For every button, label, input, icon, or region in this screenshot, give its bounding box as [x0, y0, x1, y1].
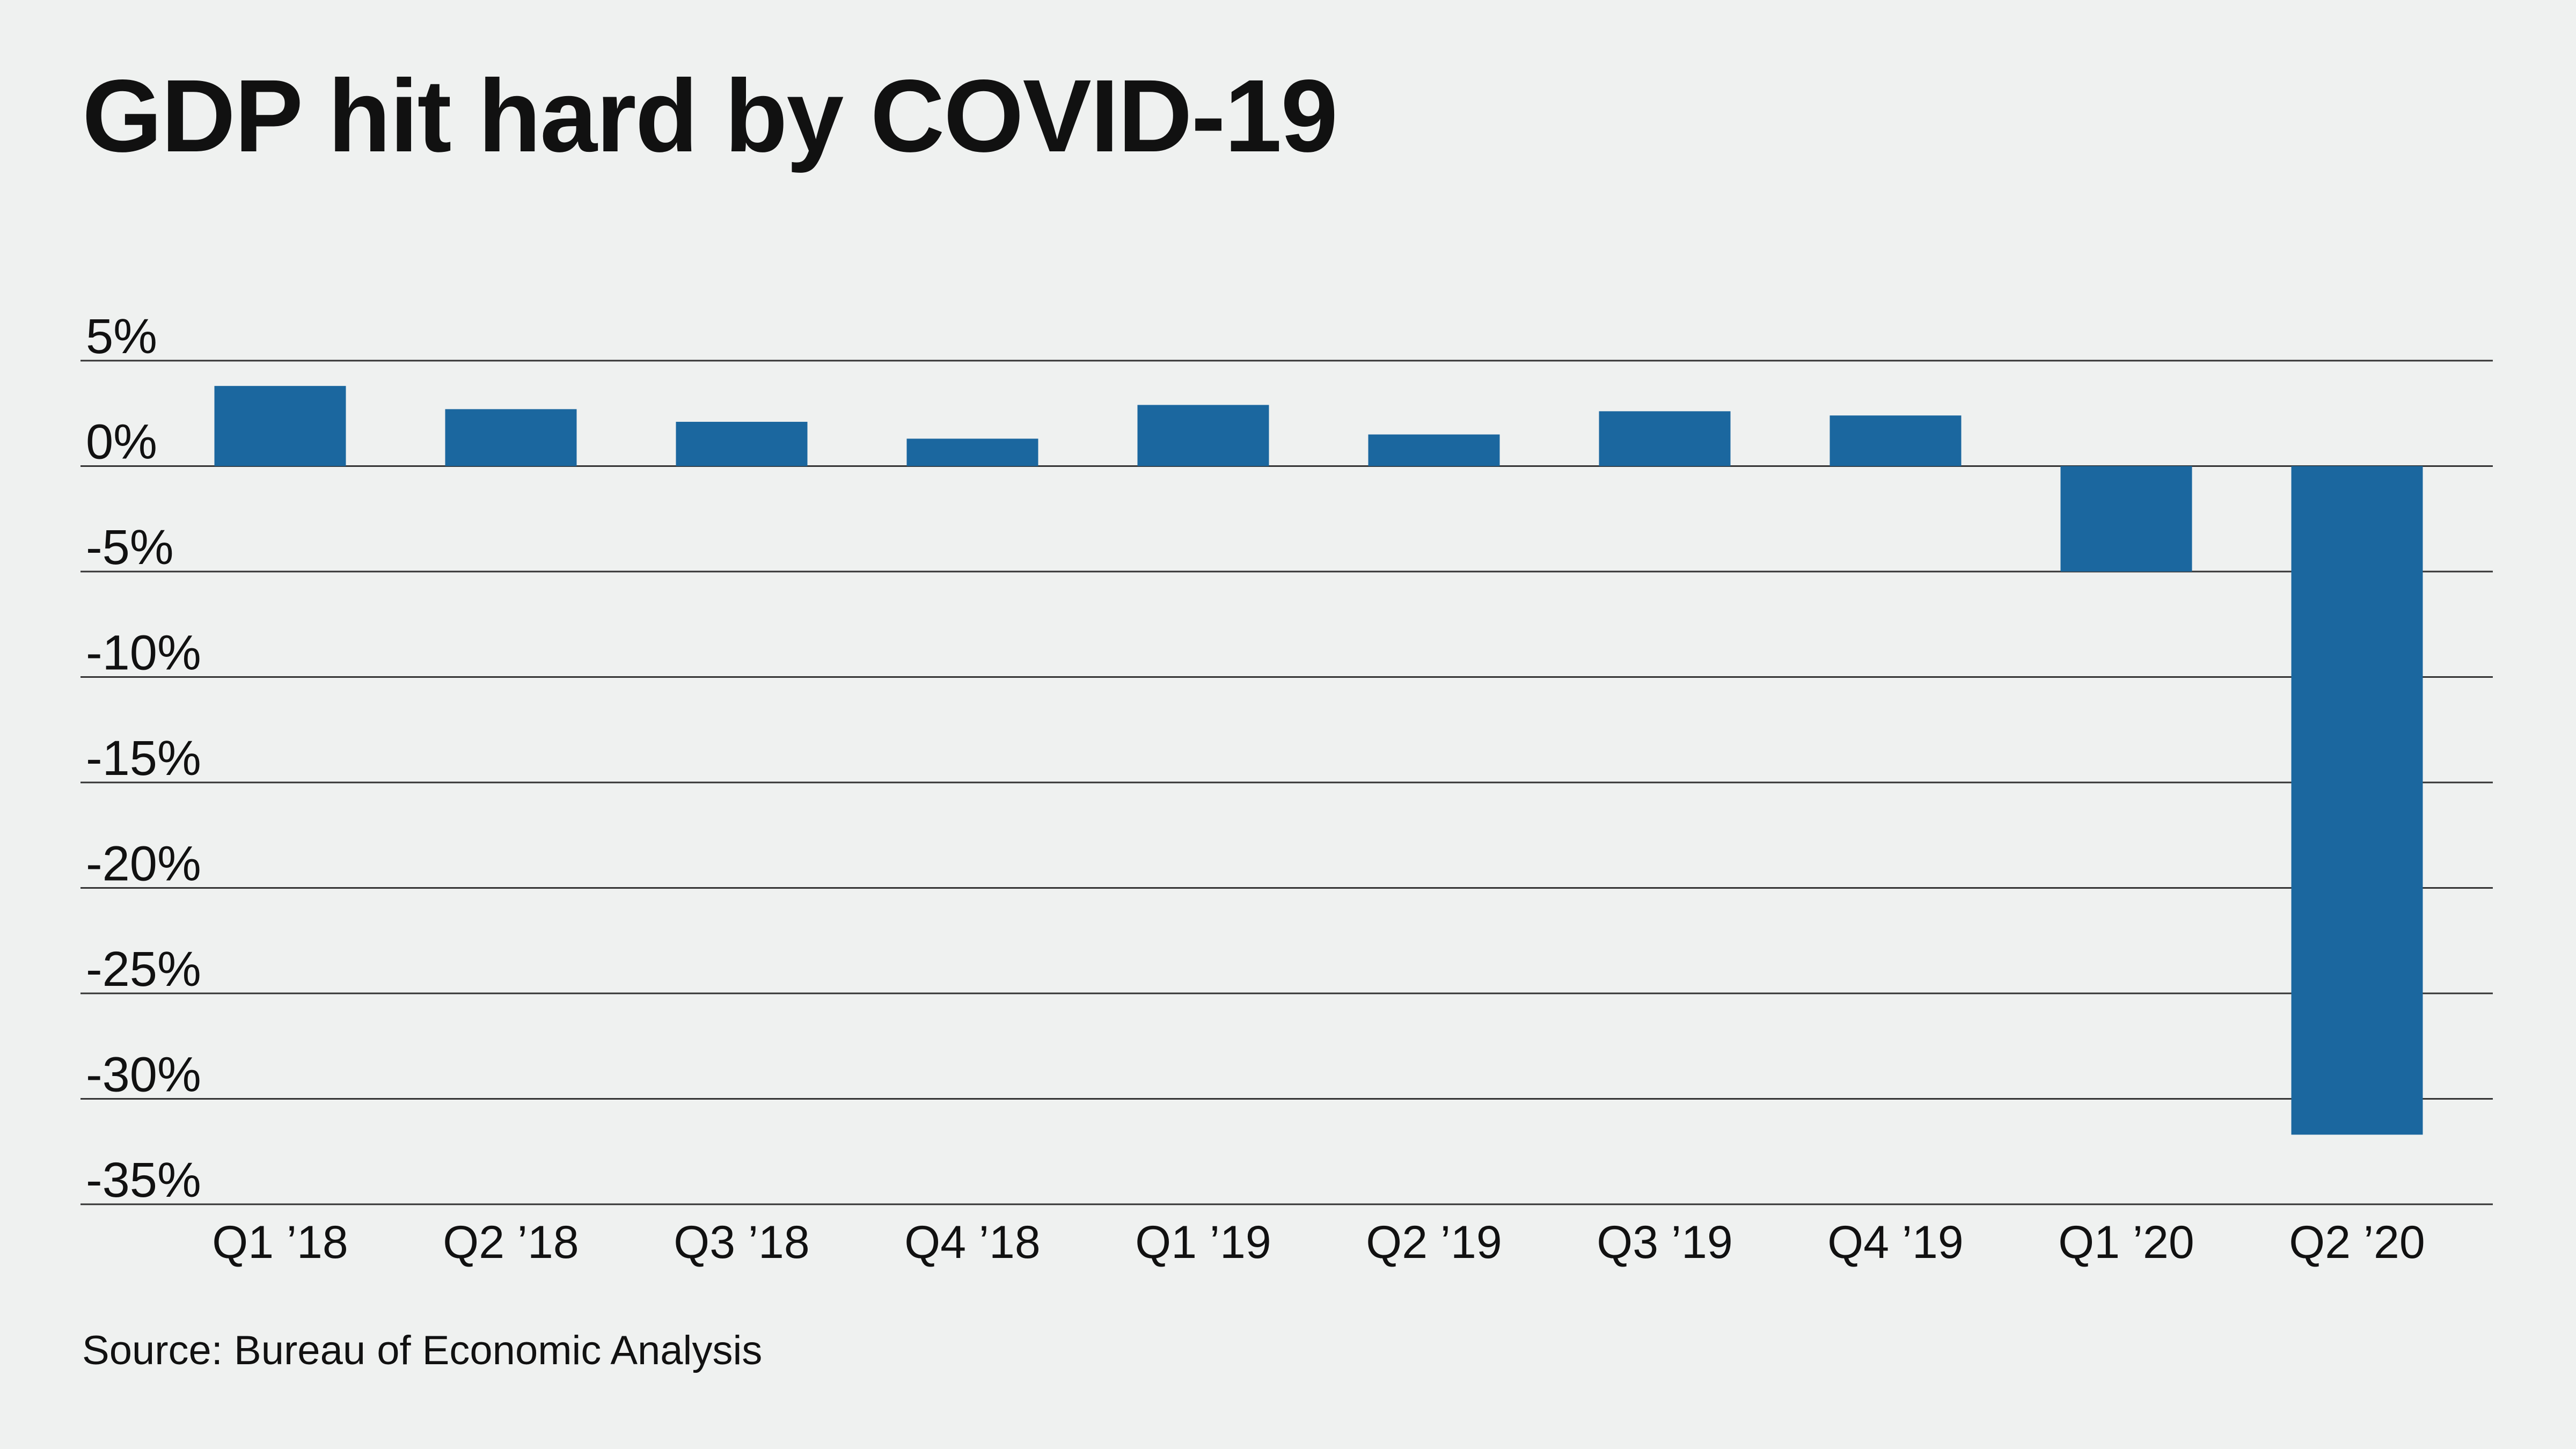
y-tick-label: 5%: [86, 309, 157, 364]
bar: [676, 421, 808, 466]
y-tick-label: -25%: [86, 942, 201, 997]
x-tick-label: Q4 ’19: [1827, 1217, 1963, 1268]
y-tick-label: -20%: [86, 837, 201, 891]
bars: [214, 386, 2423, 1135]
bar: [1599, 411, 1731, 466]
x-tick-label: Q2 ’18: [443, 1217, 579, 1268]
bar: [1137, 405, 1269, 466]
x-tick-label: Q1 ’20: [2058, 1217, 2194, 1268]
y-tick-label: -15%: [86, 731, 201, 786]
bar: [445, 409, 577, 466]
y-tick-label: -35%: [86, 1153, 201, 1208]
y-tick-label: -10%: [86, 626, 201, 680]
gridlines: [80, 360, 2493, 1205]
bar: [906, 438, 1038, 466]
x-tick-label: Q3 ’19: [1597, 1217, 1732, 1268]
y-tick-label: -5%: [86, 520, 174, 575]
x-tick-label: Q2 ’19: [1366, 1217, 1502, 1268]
y-axis-tick-labels: 5% 0% -5% -10% -15% -20% -25% -30% -35%: [86, 309, 201, 1208]
bar: [1829, 415, 1962, 466]
x-tick-label: Q1 ’18: [212, 1217, 348, 1268]
x-tick-label: Q4 ’18: [904, 1217, 1040, 1268]
x-tick-label: Q3 ’18: [674, 1217, 809, 1268]
chart-title: GDP hit hard by COVID-19: [82, 58, 1338, 173]
source-note: Source: Bureau of Economic Analysis: [82, 1328, 763, 1373]
x-tick-label: Q2 ’20: [2289, 1217, 2425, 1268]
bar: [2060, 466, 2192, 572]
y-tick-label: -30%: [86, 1048, 201, 1102]
bar: [214, 386, 346, 466]
x-axis-tick-labels: Q1 ’18 Q2 ’18 Q3 ’18 Q4 ’18 Q1 ’19 Q2 ’19 Q3 ’…: [212, 1217, 2425, 1268]
x-tick-label: Q1 ’19: [1135, 1217, 1271, 1268]
bar: [2291, 466, 2423, 1135]
y-tick-label: 0%: [86, 415, 157, 470]
bar: [1368, 434, 1500, 466]
